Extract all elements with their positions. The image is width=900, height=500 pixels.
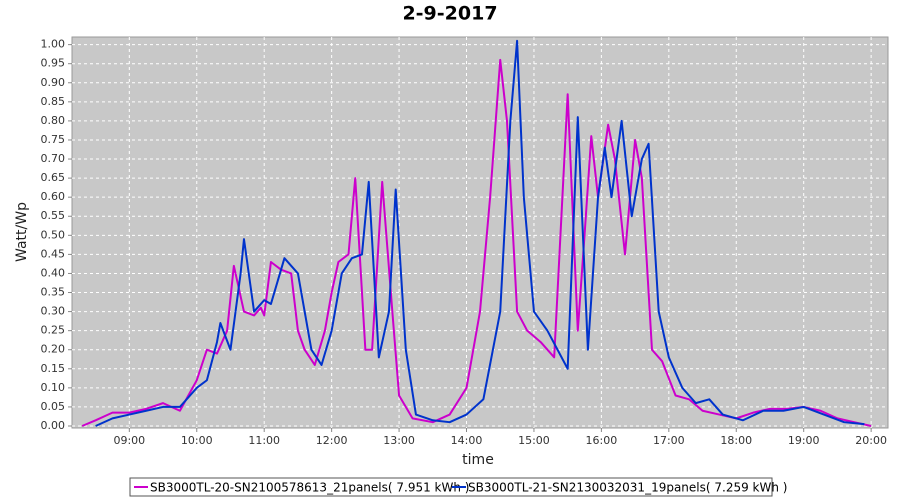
x-tick-label: 19:00	[788, 434, 820, 447]
x-tick-label: 13:00	[383, 434, 415, 447]
y-tick-label: 0.25	[41, 324, 66, 337]
y-tick-label: 0.65	[41, 171, 66, 184]
x-tick-label: 09:00	[113, 434, 145, 447]
y-tick-label: 0.40	[41, 266, 66, 279]
x-tick-label: 12:00	[316, 434, 348, 447]
legend-label: SB3000TL-20-SN2100578613_21panels( 7.951…	[150, 481, 469, 495]
x-tick-label: 15:00	[518, 434, 550, 447]
y-tick-label: 0.60	[41, 190, 66, 203]
x-tick-label: 16:00	[586, 434, 618, 447]
y-tick-label: 0.15	[41, 362, 66, 375]
y-tick-label: 0.85	[41, 95, 66, 108]
y-tick-label: 0.80	[41, 114, 66, 127]
y-tick-label: 0.30	[41, 305, 66, 318]
x-tick-label: 14:00	[451, 434, 483, 447]
plot-area	[71, 36, 889, 429]
chart-title: 2-9-2017	[402, 3, 497, 25]
y-tick-label: 0.20	[41, 343, 66, 356]
x-axis-title: time	[462, 452, 494, 468]
y-tick-label: 1.00	[41, 38, 66, 51]
y-tick-label: 0.35	[41, 286, 66, 299]
y-tick-label: 0.90	[41, 76, 66, 89]
legend-label: SB3000TL-21-SN2130032031_19panels( 7.259…	[468, 481, 787, 495]
x-tick-label: 17:00	[653, 434, 685, 447]
x-tick-label: 20:00	[855, 434, 887, 447]
series-line	[95, 39, 865, 427]
y-tick-label: 0.70	[41, 152, 66, 165]
y-axis-title: Watt/Wp	[14, 202, 30, 262]
x-tick-label: 11:00	[248, 434, 280, 447]
y-tick-label: 0.45	[41, 247, 66, 260]
legend-box	[129, 477, 773, 497]
x-tick-label: 18:00	[720, 434, 752, 447]
y-tick-label: 0.00	[41, 419, 66, 432]
y-tick-label: 0.10	[41, 381, 66, 394]
y-tick-label: 0.05	[41, 400, 66, 413]
x-tick-label: 10:00	[181, 434, 213, 447]
y-tick-label: 0.95	[41, 57, 66, 70]
y-tick-label: 0.55	[41, 209, 66, 222]
series-line	[81, 58, 872, 427]
y-tick-label: 0.75	[41, 133, 66, 146]
y-tick-label: 0.50	[41, 228, 66, 241]
